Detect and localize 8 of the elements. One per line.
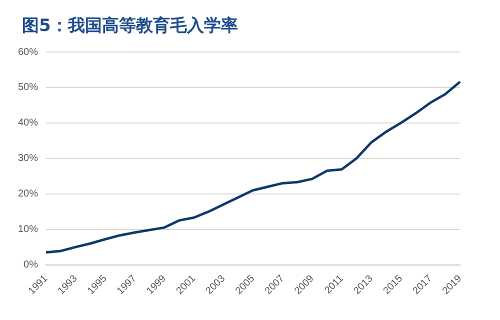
y-tick-label: 0%	[24, 260, 38, 271]
y-tick-label: 40%	[18, 118, 38, 129]
chart-title: 图5：我国高等教育毛入学率	[22, 15, 238, 37]
y-tick-label: 60%	[18, 46, 38, 58]
y-tick-label: 30%	[18, 153, 38, 164]
y-tick-label: 50%	[18, 82, 38, 94]
y-tick-label: 10%	[18, 224, 38, 236]
y-tick-label: 20%	[18, 188, 38, 200]
